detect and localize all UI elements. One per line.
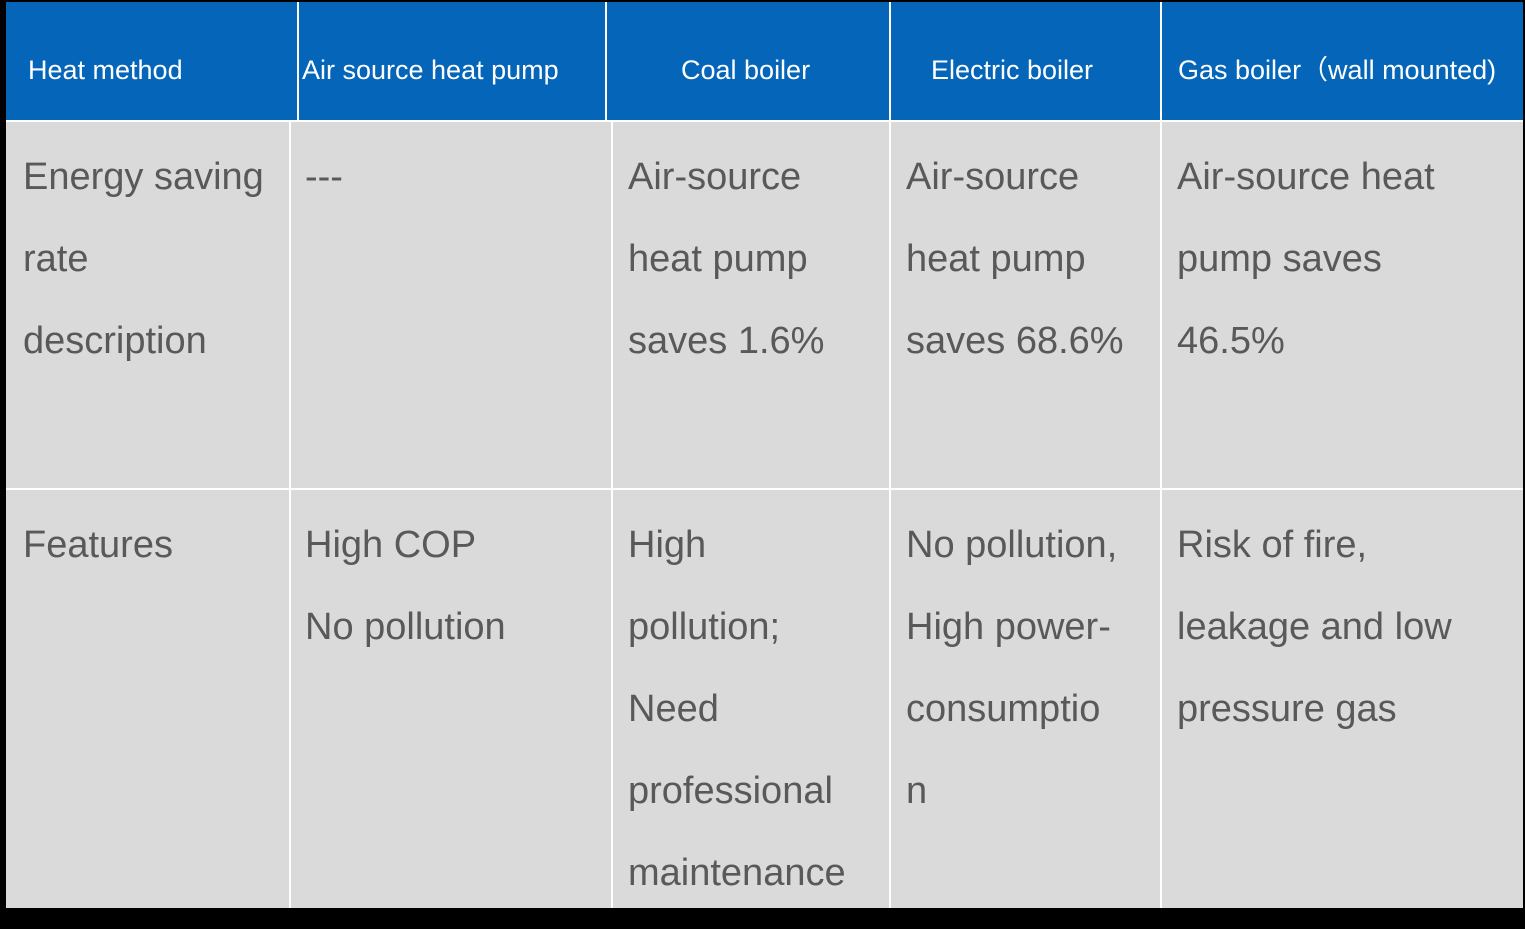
cell-features-electric-boiler: No pollution, High power- consumptio n (906, 524, 1118, 812)
cell-energy-air-source: --- (305, 156, 343, 198)
column-divider (1160, 120, 1162, 908)
comparison-table: Heat method Air source heat pump Coal bo… (6, 2, 1523, 908)
header-divider (297, 2, 299, 120)
cell-energy-coal-boiler: Air-source heat pump saves 1.6% (628, 156, 825, 362)
cell-energy-gas-boiler: Air-source heat pump saves 46.5% (1177, 156, 1435, 362)
row-divider (6, 488, 1523, 490)
header-divider (605, 2, 607, 120)
header-air-source-heat-pump: Air source heat pump (302, 55, 559, 85)
table-header-row: Heat method Air source heat pump Coal bo… (6, 2, 1523, 120)
header-heat-method: Heat method (28, 55, 183, 85)
cell-features-coal-boiler: High pollution; Need professional mainte… (628, 524, 846, 894)
row-label-features: Features (23, 524, 173, 566)
header-coal-boiler: Coal boiler (681, 55, 811, 85)
cell-energy-electric-boiler: Air-source heat pump saves 68.6% (906, 156, 1124, 362)
header-divider (889, 2, 891, 120)
cell-features-gas-boiler: Risk of fire, leakage and low pressure g… (1177, 524, 1452, 730)
column-divider (889, 120, 891, 908)
header-electric-boiler: Electric boiler (931, 55, 1094, 85)
row-divider (6, 120, 1523, 122)
row-label-energy-saving: Energy saving rate description (23, 156, 264, 362)
header-divider (1160, 2, 1162, 120)
cell-features-air-source: High COP No pollution (305, 524, 506, 648)
header-gas-boiler: Gas boiler（wall mounted) (1178, 55, 1497, 85)
column-divider (289, 120, 291, 908)
column-divider (611, 120, 613, 908)
